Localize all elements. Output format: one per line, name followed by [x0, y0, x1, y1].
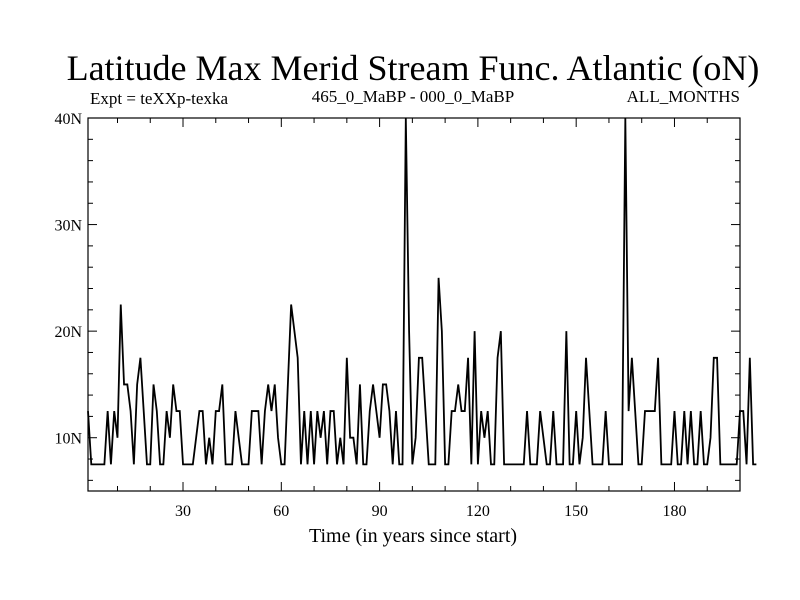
chart-subtitle-left: Expt = teXXp-texka [90, 89, 228, 108]
chart-subtitle-right: ALL_MONTHS [627, 87, 740, 106]
y-tick-labels: 10N 20N 30N 40N [54, 111, 82, 448]
y-tick-label: 40N [54, 111, 82, 128]
x-tick-label: 150 [564, 503, 588, 520]
y-tick-label: 20N [54, 324, 82, 341]
x-axis-label: Time (in years since start) [309, 525, 517, 547]
x-tick-label: 180 [662, 503, 686, 520]
chart-title: Latitude Max Merid Stream Func. Atlantic… [67, 48, 760, 88]
x-tick-label: 60 [273, 503, 289, 520]
y-tick-label: 10N [54, 431, 82, 448]
x-tick-labels: 30 60 90 120 150 180 [175, 503, 686, 520]
chart-subtitle-center: 465_0_MaBP - 000_0_MaBP [312, 87, 514, 106]
y-tick-label: 30N [54, 218, 82, 235]
x-tick-label: 90 [372, 503, 388, 520]
axis-ticks [88, 117, 741, 491]
x-tick-label: 120 [466, 503, 490, 520]
series-line [87, 117, 757, 466]
x-tick-label: 30 [175, 503, 191, 520]
plot-frame [87, 117, 741, 492]
